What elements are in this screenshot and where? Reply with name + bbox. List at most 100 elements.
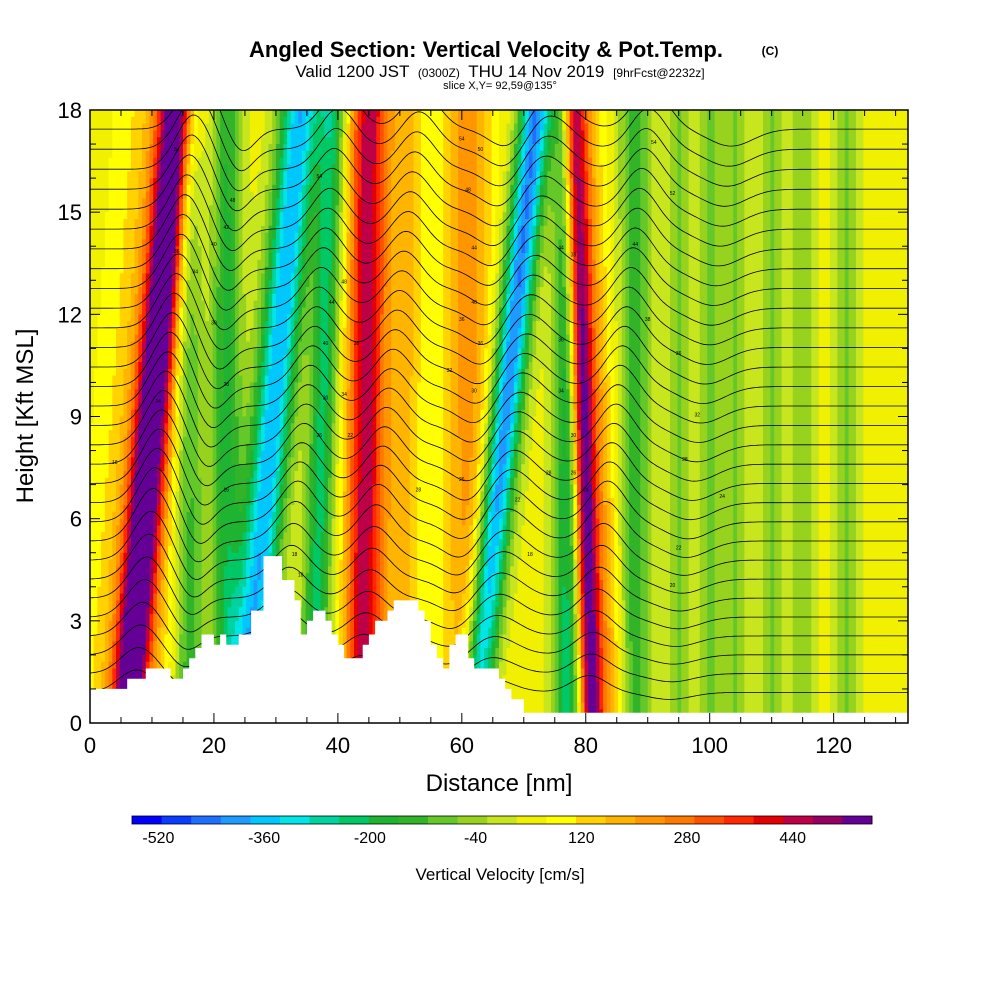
velocity-cell: [803, 157, 809, 166]
velocity-cell: [547, 137, 552, 145]
velocity-cell: [677, 130, 682, 138]
velocity-cell: [279, 212, 284, 220]
velocity-cell: [175, 184, 180, 193]
velocity-cell: [472, 137, 478, 145]
velocity-cell: [108, 246, 113, 254]
velocity-cell: [212, 205, 218, 213]
velocity-cell: [238, 191, 244, 200]
velocity-cell: [759, 123, 764, 132]
velocity-cell: [900, 239, 905, 247]
velocity-cell: [647, 137, 653, 145]
velocity-cell: [116, 178, 121, 186]
velocity-cell: [528, 225, 534, 234]
velocity-cell: [424, 191, 429, 200]
velocity-cell: [729, 184, 734, 193]
velocity-cell: [655, 157, 660, 166]
velocity-cell: [800, 116, 805, 125]
velocity-cell: [287, 246, 292, 254]
velocity-cell: [904, 212, 908, 220]
velocity-cell: [194, 171, 199, 179]
velocity-cell: [123, 218, 128, 227]
velocity-cell: [216, 137, 221, 145]
velocity-cell: [175, 205, 180, 213]
velocity-cell: [595, 171, 600, 179]
velocity-cell: [859, 130, 864, 138]
velocity-cell: [696, 191, 701, 200]
velocity-cell: [591, 150, 597, 159]
velocity-cell: [134, 259, 139, 268]
velocity-cell: [893, 171, 898, 179]
velocity-cell: [316, 130, 322, 138]
velocity-cell: [584, 144, 589, 152]
velocity-cell: [580, 239, 586, 247]
velocity-cell: [238, 205, 244, 213]
velocity-cell: [707, 171, 712, 179]
velocity-cell: [889, 232, 894, 241]
velocity-cell: [588, 218, 593, 227]
velocity-cell: [569, 130, 574, 138]
velocity-cell: [506, 123, 511, 132]
velocity-cell: [532, 171, 537, 179]
velocity-cell: [677, 198, 682, 206]
velocity-cell: [569, 212, 574, 220]
velocity-cell: [885, 123, 891, 132]
velocity-cell: [495, 130, 500, 138]
velocity-cell: [387, 130, 392, 138]
velocity-cell: [781, 246, 786, 254]
velocity-cell: [714, 144, 719, 152]
velocity-cell: [855, 110, 861, 118]
velocity-cell: [443, 218, 448, 227]
velocity-cell: [889, 164, 894, 172]
velocity-cell: [588, 123, 593, 132]
velocity-cell: [275, 164, 281, 172]
velocity-cell: [127, 253, 132, 261]
velocity-cell: [134, 218, 139, 227]
velocity-cell: [829, 212, 835, 220]
velocity-cell: [577, 246, 582, 254]
velocity-cell: [261, 171, 266, 179]
velocity-cell: [324, 171, 329, 179]
velocity-cell: [365, 110, 370, 118]
velocity-cell: [499, 225, 504, 234]
velocity-cell: [822, 150, 827, 159]
velocity-cell: [591, 123, 597, 132]
velocity-cell: [283, 171, 288, 179]
velocity-cell: [558, 144, 563, 152]
velocity-cell: [580, 253, 586, 261]
velocity-cell: [495, 184, 500, 193]
velocity-cell: [644, 144, 649, 152]
velocity-cell: [402, 212, 407, 220]
velocity-cell: [313, 150, 318, 159]
velocity-cell: [547, 184, 552, 193]
velocity-cell: [644, 157, 649, 166]
velocity-cell: [231, 150, 236, 159]
velocity-cell: [740, 171, 745, 179]
velocity-cell: [577, 253, 582, 261]
velocity-cell: [316, 164, 322, 172]
velocity-cell: [796, 110, 801, 118]
velocity-cell: [725, 232, 731, 241]
velocity-cell: [565, 178, 571, 186]
velocity-cell: [837, 191, 842, 200]
velocity-cell: [406, 232, 411, 241]
velocity-cell: [127, 157, 132, 166]
velocity-cell: [885, 198, 891, 206]
velocity-cell: [339, 123, 344, 132]
velocity-cell: [640, 110, 645, 118]
velocity-cell: [194, 246, 199, 254]
velocity-cell: [461, 178, 467, 186]
velocity-cell: [294, 171, 299, 179]
velocity-cell: [777, 130, 783, 138]
velocity-cell: [755, 144, 760, 152]
velocity-cell: [428, 150, 433, 159]
velocity-cell: [841, 178, 846, 186]
velocity-cell: [257, 150, 262, 159]
velocity-cell: [551, 218, 556, 227]
velocity-cell: [484, 144, 489, 152]
velocity-cell: [733, 184, 738, 193]
velocity-cell: [487, 116, 493, 125]
velocity-cell: [119, 150, 125, 159]
velocity-cell: [655, 205, 660, 213]
velocity-cell: [777, 171, 783, 179]
velocity-cell: [588, 157, 593, 166]
